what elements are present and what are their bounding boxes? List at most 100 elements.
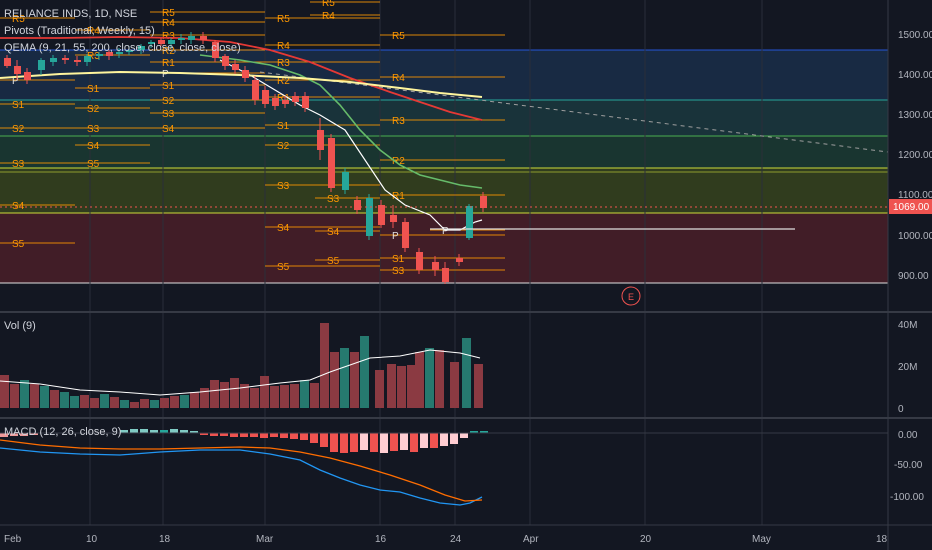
- pivot-label: S1: [392, 254, 405, 265]
- macd-bar: [210, 433, 218, 436]
- candle-body: [354, 200, 361, 210]
- macd-bar: [300, 433, 308, 440]
- vol-legend[interactable]: Vol (9): [4, 320, 36, 332]
- volume-bar: [330, 352, 339, 408]
- macd-bar: [470, 431, 478, 433]
- candle-body: [262, 90, 269, 104]
- volume-bars: [0, 323, 483, 408]
- candle-body: [168, 40, 175, 44]
- macd-bar: [220, 433, 228, 436]
- pivot-label: R4: [392, 73, 405, 84]
- trend-line: [259, 71, 889, 153]
- volume-bar: [415, 352, 424, 408]
- earnings-marker: E: [628, 292, 634, 302]
- macd-bar: [480, 431, 488, 433]
- macd-bar: [0, 433, 8, 437]
- volume-bar: [50, 390, 59, 408]
- candle-body: [200, 36, 207, 40]
- pivot-label: R1: [162, 58, 175, 69]
- time-tick: 18: [159, 534, 171, 545]
- olive-zone: [0, 168, 888, 213]
- volume-bar: [180, 395, 189, 408]
- earnings-circle[interactable]: [621, 286, 641, 306]
- price-tick: 1300.00: [898, 110, 932, 121]
- pivot-label: R5: [162, 8, 175, 19]
- volume-bar: [270, 386, 279, 408]
- price-tick: 1200.00: [898, 150, 932, 161]
- macd-bar: [160, 430, 168, 433]
- pivot-label: R4: [87, 26, 100, 37]
- time-axis[interactable]: Feb 10 18 Mar 16 24 Apr 20 May 18: [4, 534, 888, 545]
- volume-bar: [250, 388, 259, 408]
- candle-body: [432, 262, 439, 270]
- candle-body: [378, 205, 385, 225]
- ema-200-line: [0, 70, 483, 98]
- pivot-label: S4: [327, 227, 340, 238]
- pivot-label: R4: [162, 18, 175, 29]
- macd-bar: [260, 433, 268, 438]
- volume-bar: [80, 395, 89, 408]
- macd-tick: -50.00: [894, 460, 923, 471]
- pivot-label: S4: [87, 141, 100, 152]
- macd-bar: [460, 433, 468, 438]
- qema-legend[interactable]: QEMA (9, 21, 55, 200, close, close, clos…: [4, 42, 241, 54]
- volume-bar: [360, 336, 369, 408]
- pivot-label: P: [442, 226, 449, 237]
- volume-bar: [120, 400, 129, 408]
- volume-bar: [230, 378, 239, 408]
- macd-bar: [240, 433, 248, 437]
- pivot-label: S3: [392, 266, 405, 277]
- symbol-title[interactable]: RELIANCE INDS, 1D, NSE: [4, 8, 138, 20]
- pivot-label: S3: [12, 159, 25, 170]
- price-tick: 1100.00: [898, 190, 932, 201]
- candle-body: [328, 138, 335, 188]
- candle-body: [252, 80, 259, 100]
- candle-body: [402, 222, 409, 248]
- blue-zone: [0, 50, 888, 100]
- candle-body: [148, 42, 155, 44]
- candle-body: [292, 96, 299, 102]
- pivots-legend[interactable]: Pivots (Traditional, Weekly, 15): [4, 25, 155, 37]
- candle-body: [232, 64, 239, 70]
- price-tick: 900.00: [898, 271, 929, 282]
- volume-bar: [90, 398, 99, 408]
- price-tick: 1000.00: [898, 231, 932, 242]
- pivot-label: S2: [277, 141, 290, 152]
- macd-bar: [200, 433, 208, 435]
- time-tick: 24: [450, 534, 462, 545]
- macd-bar: [360, 433, 368, 450]
- volume-bar: [160, 398, 169, 408]
- candle-body: [126, 50, 133, 52]
- volume-bar: [280, 385, 289, 408]
- volume-bar: [110, 397, 119, 408]
- current-price-value: 1069.00: [893, 202, 930, 213]
- volume-bar: [0, 375, 9, 408]
- candle-body: [62, 58, 69, 60]
- price-axis[interactable]: 1500.00 1400.00 1300.00 1200.00 1100.00 …: [889, 30, 932, 503]
- candle-body: [106, 52, 113, 56]
- pivot-label: R5: [322, 0, 335, 9]
- macd-bar: [420, 433, 428, 448]
- volume-bar: [300, 380, 309, 408]
- macd-bar: [190, 431, 198, 433]
- teal-zone: [0, 100, 888, 136]
- macd-bar: [390, 433, 398, 451]
- volume-bar: [140, 399, 149, 408]
- candle-body: [212, 42, 219, 58]
- price-tick: 1500.00: [898, 30, 932, 41]
- volume-bar: [340, 348, 349, 408]
- pivot-label: S1: [12, 100, 25, 111]
- candle-body: [442, 268, 449, 282]
- macd-legend[interactable]: MACD (12, 26, close, 9): [4, 426, 122, 438]
- macd-bar: [330, 433, 338, 452]
- candle-body: [96, 54, 103, 56]
- time-tick: May: [752, 534, 771, 545]
- macd-bar: [20, 433, 28, 436]
- pivot-label: S2: [87, 104, 100, 115]
- macd-bar: [10, 433, 18, 436]
- pivot-label: S5: [87, 159, 100, 170]
- pivot-label: R2: [162, 46, 175, 57]
- candles: [4, 32, 487, 284]
- macd-bar: [150, 430, 158, 433]
